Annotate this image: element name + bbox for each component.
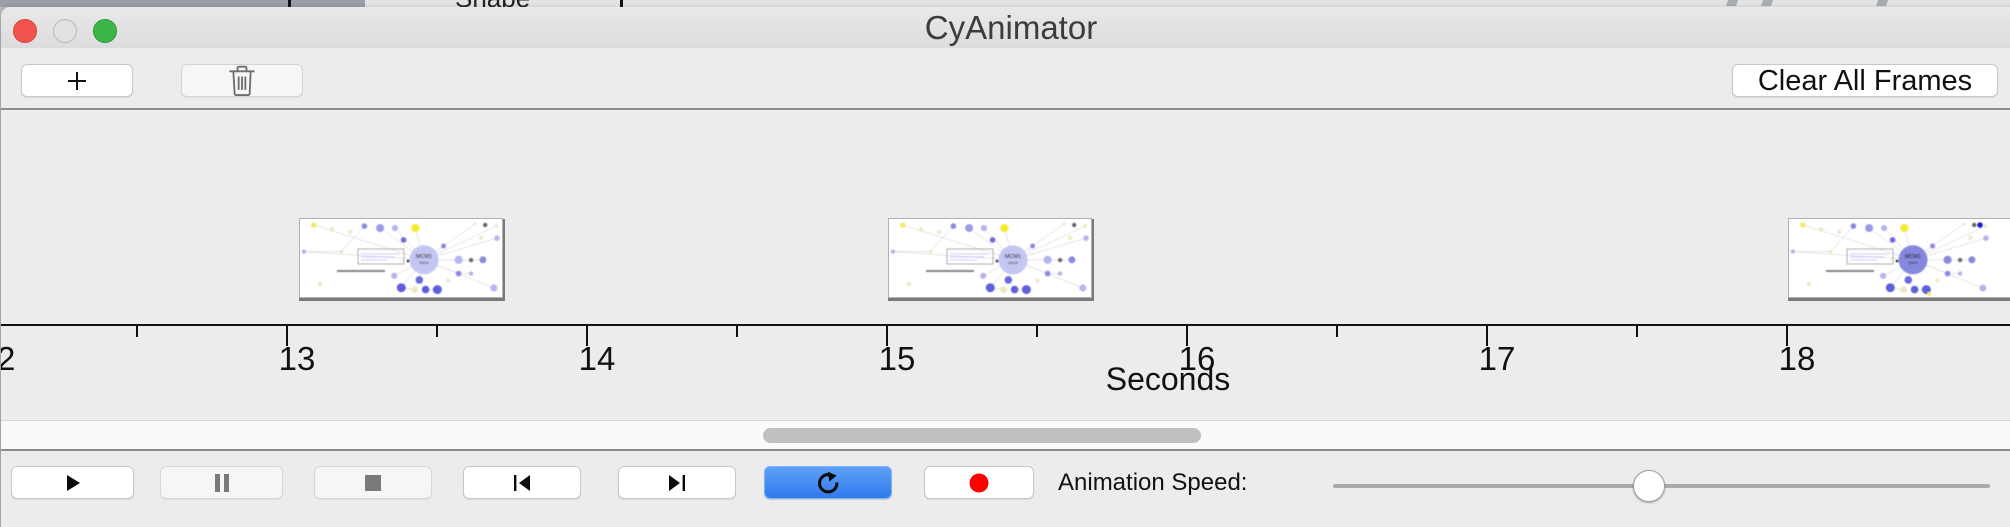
svg-text:15: 15 xyxy=(879,340,916,377)
svg-text:17: 17 xyxy=(1479,340,1516,377)
svg-text:12: 12 xyxy=(1,340,15,377)
svg-text:MCM1: MCM1 xyxy=(416,254,432,260)
svg-text:18: 18 xyxy=(1779,340,1816,377)
svg-text:14: 14 xyxy=(579,340,616,377)
svg-text:SAGA: SAGA xyxy=(419,261,429,265)
svg-text:SAGA: SAGA xyxy=(1908,261,1918,265)
svg-text:SAGA: SAGA xyxy=(1008,261,1018,265)
svg-text:MCM1: MCM1 xyxy=(1005,254,1021,260)
svg-text:MCM1: MCM1 xyxy=(1905,254,1921,260)
svg-text:13: 13 xyxy=(279,340,316,377)
